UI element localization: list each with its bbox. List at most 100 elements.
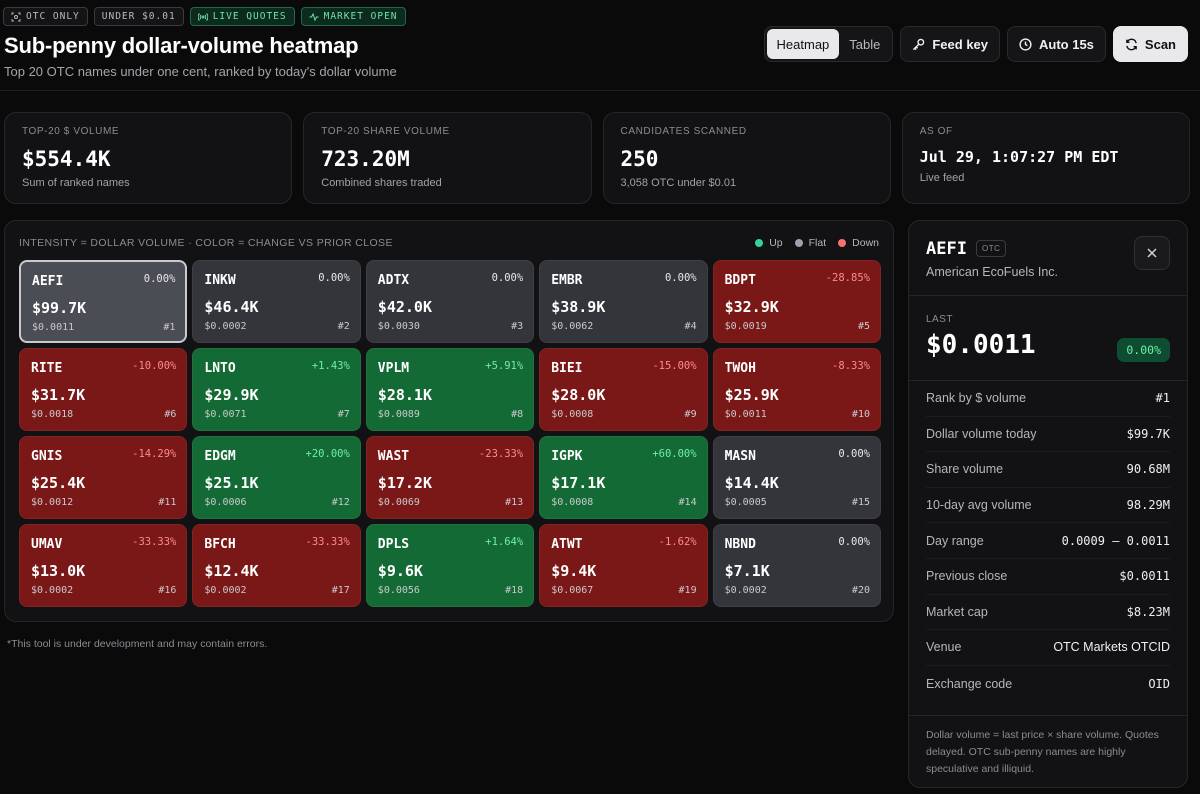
tile-symbol: INKW — [204, 273, 236, 288]
detail-row-label: Exchange code — [926, 676, 1013, 691]
legend-up: Up — [755, 237, 783, 249]
table-tab[interactable]: Table — [849, 36, 881, 52]
tile-dollar-volume: $29.9K — [204, 386, 259, 404]
broadcast-icon — [197, 12, 208, 21]
tile-change: 0.00% — [318, 272, 350, 284]
tile-dollar-volume: $46.4K — [204, 298, 259, 316]
market-open-label: MARKET OPEN — [323, 11, 398, 22]
tile-rank: #18 — [505, 585, 524, 596]
heatmap-tile[interactable]: ATWT -1.62% $9.4K $0.0067 #19 — [539, 524, 708, 607]
tile-rank: #5 — [857, 321, 870, 332]
last-label: LAST — [926, 314, 954, 325]
heatmap-panel: INTENSITY = DOLLAR VOLUME · COLOR = CHAN… — [4, 220, 894, 622]
detail-symbol: AEFI — [926, 239, 967, 259]
feed-key-label: Feed key — [932, 36, 989, 52]
stat-label: TOP-20 $ VOLUME — [22, 126, 120, 137]
heatmap-tile[interactable]: EDGM +20.00% $25.1K $0.0006 #12 — [192, 436, 361, 519]
refresh-icon — [1126, 38, 1137, 50]
heatmap-tile[interactable]: AEFI 0.00% $99.7K $0.0011 #1 — [19, 260, 188, 343]
tile-dollar-volume: $31.7K — [31, 386, 86, 404]
tile-change: -1.62% — [658, 536, 697, 548]
detail-panel: AEFI OTC American EcoFuels Inc. LAST $0.… — [908, 220, 1188, 788]
auto-refresh-label: Auto 15s — [1039, 36, 1094, 52]
tile-symbol: AEFI — [32, 274, 64, 289]
legend-flat-label: Flat — [808, 237, 827, 249]
heatmap-tile[interactable]: GNIS -14.29% $25.4K $0.0012 #11 — [19, 436, 188, 519]
tile-rank: #17 — [331, 585, 350, 596]
tile-price: $0.0019 — [724, 321, 767, 332]
tile-rank: #12 — [331, 497, 350, 508]
legend-down-dot — [838, 239, 847, 247]
detail-row-value: OTC Markets OTCID — [1053, 640, 1170, 655]
tile-rank: #7 — [337, 409, 350, 420]
heatmap-tile[interactable]: ADTX 0.00% $42.0K $0.0030 #3 — [365, 260, 535, 343]
page-subtitle: Top 20 OTC names under one cent, ranked … — [4, 64, 397, 79]
tile-price: $0.0006 — [204, 497, 247, 508]
close-button[interactable] — [1134, 236, 1170, 270]
detail-row: Rank by $ volume #1 — [926, 381, 1170, 417]
tile-price: $0.0008 — [551, 409, 594, 420]
heatmap-tile[interactable]: DPLS +1.64% $9.6K $0.0056 #18 — [365, 524, 535, 607]
tile-symbol: RITE — [31, 361, 63, 376]
detail-note: Dollar volume = last price × share volum… — [909, 715, 1187, 787]
detail-row-label: Share volume — [926, 462, 1004, 477]
tile-symbol: EMBR — [551, 273, 583, 288]
tile-dollar-volume: $38.9K — [551, 298, 606, 316]
detail-header: AEFI OTC American EcoFuels Inc. — [909, 221, 1187, 296]
feed-key-button[interactable]: Feed key — [900, 26, 1001, 62]
heatmap-tile[interactable]: LNTO +1.43% $29.9K $0.0071 #7 — [192, 348, 361, 431]
legend-flat: Flat — [794, 237, 827, 249]
tile-dollar-volume: $9.4K — [551, 562, 597, 580]
tile-symbol: WAST — [377, 449, 410, 464]
toolbar: Heatmap Table Feed key Auto 15s Scan — [763, 26, 1188, 62]
tile-dollar-volume: $28.0K — [551, 386, 606, 404]
stat-label: AS OF — [919, 126, 953, 137]
stat-card-share-volume: TOP-20 SHARE VOLUME 723.20M Combined sha… — [303, 112, 592, 204]
heatmap-tile[interactable]: EMBR 0.00% $38.9K $0.0062 #4 — [539, 260, 708, 343]
tile-price: $0.0030 — [377, 321, 420, 332]
tile-rank: #4 — [684, 321, 697, 332]
tile-symbol: DPLS — [377, 537, 410, 552]
stats-row: TOP-20 $ VOLUME $554.4K Sum of ranked na… — [4, 112, 1190, 204]
detail-row: Previous close $0.0011 — [926, 559, 1170, 595]
heatmap-tile[interactable]: TWOH -8.33% $25.9K $0.0011 #10 — [712, 348, 881, 431]
tile-dollar-volume: $9.6K — [377, 562, 423, 580]
stat-card-candidates: CANDIDATES SCANNED 250 3,058 OTC under $… — [602, 112, 891, 204]
stat-label: CANDIDATES SCANNED — [620, 126, 747, 137]
stat-value: $554.4K — [22, 147, 111, 171]
tile-change: +1.43% — [311, 360, 350, 372]
heatmap-tile[interactable]: UMAV -33.33% $13.0K $0.0002 #16 — [19, 524, 188, 607]
tile-change: -15.00% — [652, 360, 697, 372]
heatmap-tile[interactable]: BFCH -33.33% $12.4K $0.0002 #17 — [192, 524, 361, 607]
tile-symbol: ADTX — [377, 273, 410, 288]
tile-price: $0.0002 — [204, 585, 247, 596]
detail-row-value: OID — [1148, 676, 1170, 691]
auto-refresh-button[interactable]: Auto 15s — [1007, 26, 1106, 62]
heatmap-tile[interactable]: RITE -10.00% $31.7K $0.0018 #6 — [19, 348, 188, 431]
scan-button[interactable]: Scan — [1112, 26, 1188, 62]
tile-change: -33.33% — [305, 536, 350, 548]
heatmap-tile[interactable]: NBND 0.00% $7.1K $0.0002 #20 — [712, 524, 881, 607]
stat-card-as-of: AS OF Jul 29, 1:07:27 PM EDT Live feed — [901, 112, 1190, 204]
tile-dollar-volume: $25.9K — [724, 386, 779, 404]
heatmap-tile[interactable]: BDPT -28.85% $32.9K $0.0019 #5 — [712, 260, 881, 343]
heatmap-tile[interactable]: INKW 0.00% $46.4K $0.0002 #2 — [192, 260, 361, 343]
legend-down-label: Down — [852, 237, 879, 249]
heatmap-tile[interactable]: WAST -23.33% $17.2K $0.0069 #13 — [365, 436, 535, 519]
detail-row: Exchange code OID — [926, 666, 1170, 702]
tile-change: 0.00% — [491, 272, 524, 284]
heatmap-tile[interactable]: BIEI -15.00% $28.0K $0.0008 #9 — [539, 348, 708, 431]
heatmap-grid: AEFI 0.00% $99.7K $0.0011 #1 INKW 0.00% $46.4K $… — [19, 260, 881, 607]
tile-symbol: BDPT — [724, 273, 756, 288]
tile-change: +5.91% — [485, 360, 524, 372]
heatmap-tile[interactable]: IGPK +60.00% $17.1K $0.0008 #14 — [539, 436, 708, 519]
detail-last-section: LAST $0.0011 0.00% — [909, 296, 1187, 381]
heatmap-tile[interactable]: MASN 0.00% $14.4K $0.0005 #15 — [712, 436, 881, 519]
tile-change: -23.33% — [478, 448, 524, 460]
heatmap-tab[interactable]: Heatmap — [766, 29, 840, 59]
stat-card-dollar-volume: TOP-20 $ VOLUME $554.4K Sum of ranked na… — [4, 112, 293, 204]
tile-dollar-volume: $14.4K — [724, 474, 779, 492]
heatmap-tile[interactable]: VPLM +5.91% $28.1K $0.0089 #8 — [365, 348, 535, 431]
stat-sub: Combined shares traded — [321, 177, 442, 189]
tile-change: +60.00% — [652, 448, 697, 460]
